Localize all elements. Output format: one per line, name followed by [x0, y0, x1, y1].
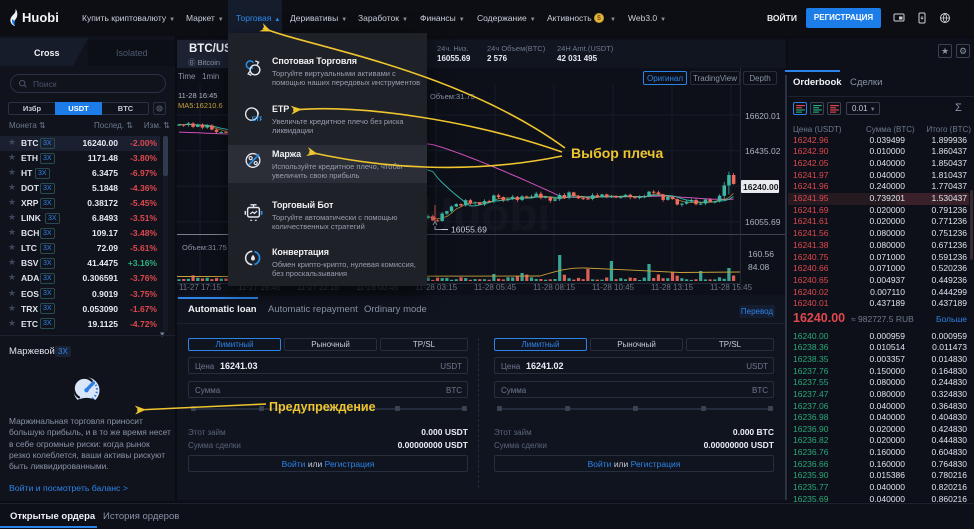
svg-text:11-28 15:45: 11-28 15:45 [710, 283, 753, 292]
svg-text:16055.69: 16055.69 [451, 225, 487, 235]
svg-text:11-28 08:15: 11-28 08:15 [533, 283, 576, 292]
svg-text:11-28 13:15: 11-28 13:15 [651, 283, 694, 292]
svg-text:11-28 03:15: 11-28 03:15 [415, 283, 458, 292]
svg-text:11-28 10:45: 11-28 10:45 [592, 283, 635, 292]
svg-text:11-27 17:15: 11-27 17:15 [179, 283, 222, 292]
svg-text:11-28 05:45: 11-28 05:45 [474, 283, 517, 292]
svg-text:ETP: ETP [252, 116, 262, 123]
